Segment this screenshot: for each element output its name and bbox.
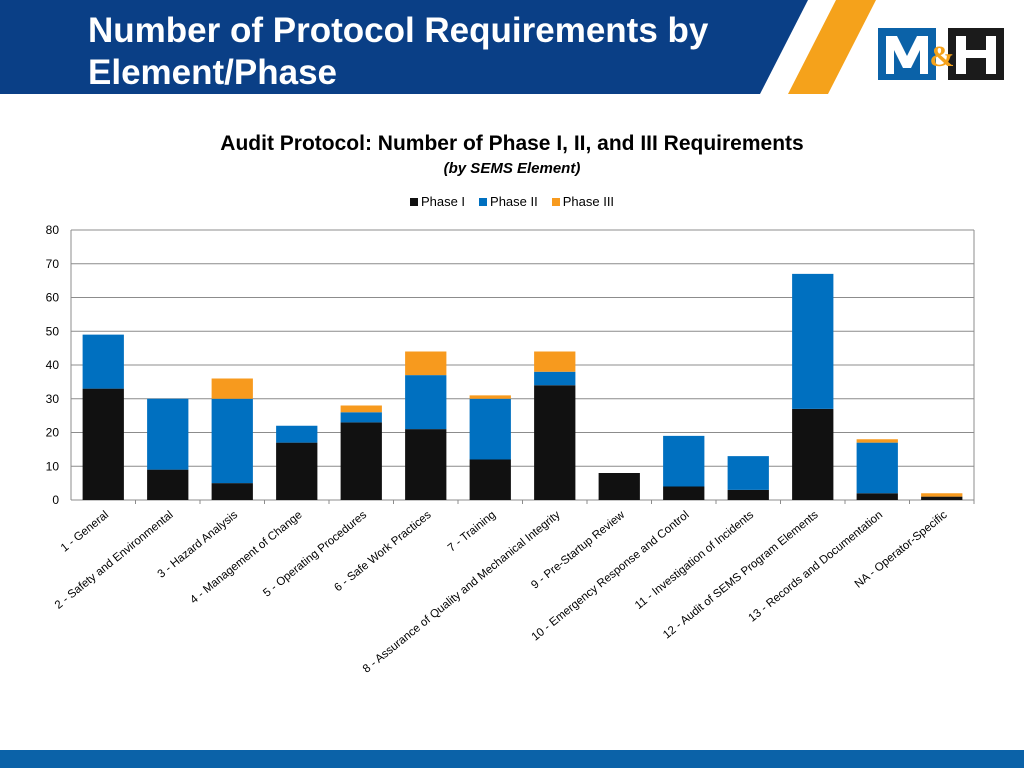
bar-phase-ii-13-records-and-documentation <box>856 442 898 494</box>
header-background <box>0 0 876 94</box>
bar-phase-iii-na-operator-specific <box>921 493 963 497</box>
bar-phase-ii-5-operating-procedures <box>340 412 382 423</box>
x-tick-label-7-training: 7 - Training <box>446 509 498 555</box>
bar-phase-i-2-safety-and-environmental <box>147 469 189 500</box>
bar-phase-i-na-operator-specific <box>921 496 963 500</box>
x-tick-label-1-general: 1 - General <box>59 509 111 555</box>
bar-phase-ii-3-hazard-analysis <box>211 398 253 484</box>
slide-title-line2: Element/Phase <box>88 53 337 92</box>
logo-ampersand: & <box>930 40 955 73</box>
company-logo: & <box>878 28 1004 80</box>
bar-phase-iii-8-assurance-of-quality-and-mechanical-integrity <box>534 351 576 372</box>
y-tick-label-50: 50 <box>46 324 60 338</box>
legend-label-phase-i: Phase I <box>420 194 466 209</box>
bar-phase-iii-5-operating-procedures <box>340 405 382 413</box>
legend-label-phase-iii: Phase III <box>562 194 615 209</box>
logo-m-letter <box>886 36 928 74</box>
bar-phase-ii-10-emergency-response-and-control <box>663 435 705 487</box>
x-tick-label-4-management-of-change: 4 - Management of Change <box>188 509 304 606</box>
header-blue-band <box>0 0 808 94</box>
legend-item-phase-i: Phase I <box>409 194 466 209</box>
bar-phase-ii-12-audit-of-sems-program-elements <box>792 273 834 409</box>
chart-subtitle: (by SEMS Element) <box>443 160 581 177</box>
legend-swatch-phase-i <box>409 197 418 206</box>
bar-phase-ii-4-management-of-change <box>276 425 318 443</box>
bar-phase-ii-11-investigation-of-incidents <box>727 456 769 490</box>
bar-phase-i-10-emergency-response-and-control <box>663 486 705 500</box>
bar-phase-i-5-operating-procedures <box>340 422 382 500</box>
y-tick-label-80: 80 <box>46 223 60 237</box>
legend-item-phase-iii: Phase III <box>551 194 615 209</box>
chart-legend: Phase I Phase II Phase III <box>0 194 1024 209</box>
bar-phase-i-9-pre-startup-review <box>598 473 640 500</box>
slide-title: Number of Protocol Requirements by Eleme… <box>88 10 768 94</box>
bar-phase-ii-6-safe-work-practices <box>405 375 447 430</box>
bar-phase-iii-7-training <box>469 395 511 399</box>
y-tick-label-60: 60 <box>46 291 60 305</box>
slide-header: Number of Protocol Requirements by Eleme… <box>0 0 1024 94</box>
legend-swatch-phase-ii <box>479 197 488 206</box>
header-orange-stripe <box>788 0 876 94</box>
bar-phase-iii-6-safe-work-practices <box>405 351 447 376</box>
bar-phase-i-13-records-and-documentation <box>856 493 898 500</box>
bar-phase-i-8-assurance-of-quality-and-mechanical-integrity <box>534 385 576 500</box>
y-tick-label-40: 40 <box>46 358 60 372</box>
bar-phase-i-6-safe-work-practices <box>405 429 447 500</box>
y-tick-label-0: 0 <box>52 493 59 507</box>
legend-item-phase-ii: Phase II <box>479 194 538 209</box>
x-tick-label-13-records-and-documentation: 13 - Records and Documentation <box>746 509 885 625</box>
legend-swatch-phase-iii <box>551 197 560 206</box>
x-tick-label-5-operating-procedures: 5 - Operating Procedures <box>261 509 369 600</box>
bar-phase-ii-7-training <box>469 398 511 460</box>
logo-h-letter <box>956 36 996 74</box>
y-tick-label-20: 20 <box>46 426 60 440</box>
bar-phase-i-1-general <box>82 388 124 500</box>
chart-container: Audit Protocol: Number of Phase I, II, a… <box>0 94 1024 750</box>
y-tick-label-10: 10 <box>46 459 60 473</box>
slide-title-line1: Number of Protocol Requirements by <box>88 11 709 50</box>
x-tick-label-11-investigation-of-incidents: 11 - Investigation of Incidents <box>633 509 756 612</box>
y-tick-label-70: 70 <box>46 257 60 271</box>
bar-phase-i-7-training <box>469 459 511 500</box>
y-tick-label-30: 30 <box>46 392 60 406</box>
bar-phase-i-12-audit-of-sems-program-elements <box>792 408 834 500</box>
bar-phase-ii-2-safety-and-environmental <box>147 398 189 470</box>
bar-phase-iii-3-hazard-analysis <box>211 378 253 399</box>
bar-phase-i-11-investigation-of-incidents <box>727 489 769 500</box>
bar-phase-ii-1-general <box>82 334 124 389</box>
legend-label-phase-ii: Phase II <box>490 194 538 209</box>
bar-phase-i-4-management-of-change <box>276 442 318 500</box>
chart-title: Audit Protocol: Number of Phase I, II, a… <box>220 132 804 155</box>
bar-phase-iii-13-records-and-documentation <box>856 439 898 443</box>
footer-bar <box>0 750 1024 768</box>
bar-phase-ii-8-assurance-of-quality-and-mechanical-integrity <box>534 371 576 386</box>
x-tick-label-2-safety-and-environmental: 2 - Safety and Environmental <box>53 509 176 612</box>
bar-phase-i-3-hazard-analysis <box>211 483 253 500</box>
